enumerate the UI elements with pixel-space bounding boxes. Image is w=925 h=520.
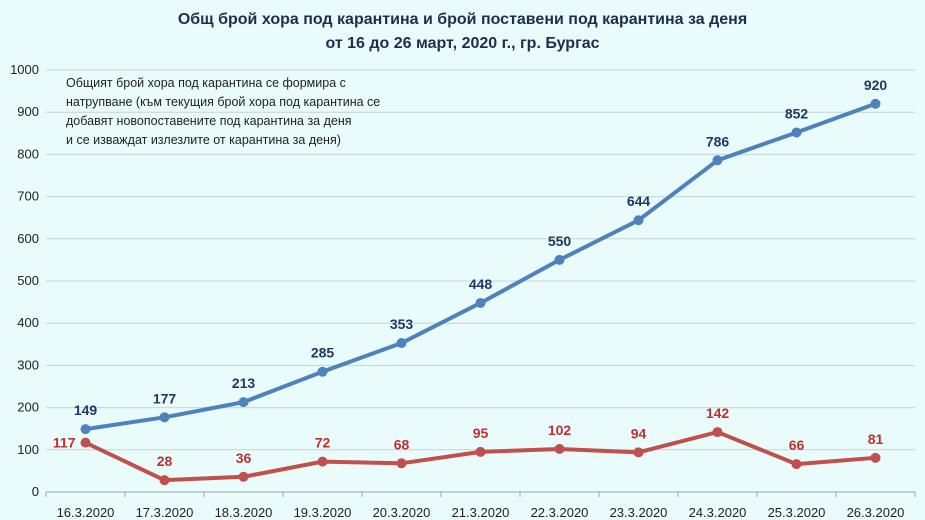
series-2-data-label: 72 xyxy=(315,435,331,451)
series-1-point xyxy=(633,215,644,226)
series-1-point xyxy=(712,155,723,166)
series-1-data-label: 448 xyxy=(469,276,493,292)
series-2-point xyxy=(159,475,170,486)
annotation-line-1: Общият брой хора под карантина се формир… xyxy=(66,76,346,90)
series-2-point xyxy=(870,452,881,463)
series-1-point xyxy=(791,127,802,138)
chart-title-line-2: от 16 до 26 март, 2020 г., гр. Бургас xyxy=(325,35,600,52)
series-1-data-label: 550 xyxy=(548,233,572,249)
series-2-data-label: 28 xyxy=(157,453,173,469)
y-tick-label: 0 xyxy=(32,484,39,499)
x-tick-label: 18.3.2020 xyxy=(215,505,273,520)
chart-annotation: Общият брой хора под карантина се формир… xyxy=(66,74,406,150)
series-2-point xyxy=(396,458,407,469)
annotation-line-3: добавят новопоставените под карантина за… xyxy=(66,114,352,128)
x-tick-label: 25.3.2020 xyxy=(768,505,826,520)
series-2-data-label: 81 xyxy=(868,431,884,447)
chart-title-line-1: Общ брой хора под карантина и брой поста… xyxy=(177,11,748,28)
x-tick-label: 16.3.2020 xyxy=(57,505,115,520)
x-tick-label: 17.3.2020 xyxy=(136,505,194,520)
y-tick-label: 400 xyxy=(17,315,39,330)
series-1-point xyxy=(317,366,328,377)
series-2-point xyxy=(475,446,486,457)
y-tick-label: 800 xyxy=(17,146,39,161)
series-2-data-label: 68 xyxy=(394,436,410,452)
chart-title: Общ брой хора под карантина и брой поста… xyxy=(0,8,925,56)
series-2-data-label: 66 xyxy=(789,437,805,453)
series-2-point xyxy=(317,456,328,467)
series-1-data-label: 353 xyxy=(390,316,414,332)
annotation-line-4: и се изваждат излезлите от карантина за … xyxy=(66,133,341,147)
x-tick-label: 22.3.2020 xyxy=(531,505,589,520)
series-1-data-label: 149 xyxy=(74,402,98,418)
series-1-point xyxy=(475,297,486,308)
series-1-data-label: 786 xyxy=(706,133,730,149)
series-1-point xyxy=(159,412,170,423)
series-1-line xyxy=(85,101,877,432)
series-1-point xyxy=(554,254,565,265)
series-2-point xyxy=(80,437,91,448)
series-2-point xyxy=(633,447,644,458)
series-2-data-label: 117 xyxy=(53,435,76,451)
x-tick-label: 23.3.2020 xyxy=(610,505,668,520)
y-tick-label: 900 xyxy=(17,104,39,119)
annotation-line-2: натрупване (към текущия брой хора под ка… xyxy=(66,95,381,109)
x-tick-label: 20.3.2020 xyxy=(373,505,431,520)
series-2-point xyxy=(238,471,249,482)
series-1-data-label: 285 xyxy=(311,345,335,361)
series-1-point xyxy=(238,397,249,408)
series-1-data-label: 177 xyxy=(153,390,177,406)
series-1-data-label: 644 xyxy=(627,193,651,209)
series-1-point xyxy=(396,338,407,349)
series-1-point xyxy=(80,424,91,435)
y-tick-label: 500 xyxy=(17,273,39,288)
y-tick-label: 1000 xyxy=(10,62,39,77)
series-1-data-label: 213 xyxy=(232,375,256,391)
series-2-data-label: 102 xyxy=(548,422,572,438)
y-tick-label: 200 xyxy=(17,400,39,415)
y-tick-label: 300 xyxy=(17,357,39,372)
y-tick-label: 700 xyxy=(17,189,39,204)
series-2-point xyxy=(554,443,565,454)
x-tick-label: 26.3.2020 xyxy=(847,505,905,520)
y-tick-label: 600 xyxy=(17,231,39,246)
x-tick-label: 21.3.2020 xyxy=(452,505,510,520)
series-2-data-label: 94 xyxy=(631,425,647,441)
series-1-data-label: 920 xyxy=(864,77,888,93)
series-2-data-label: 95 xyxy=(473,425,489,441)
series-2-point xyxy=(791,459,802,470)
series-1-data-label: 852 xyxy=(785,105,809,121)
series-1-point xyxy=(870,98,881,109)
y-tick-label: 100 xyxy=(17,442,39,457)
series-2-point xyxy=(712,427,723,438)
series-2-data-label: 36 xyxy=(236,450,252,466)
x-tick-label: 19.3.2020 xyxy=(294,505,352,520)
series-2-data-label: 142 xyxy=(706,405,730,421)
x-tick-label: 24.3.2020 xyxy=(689,505,747,520)
